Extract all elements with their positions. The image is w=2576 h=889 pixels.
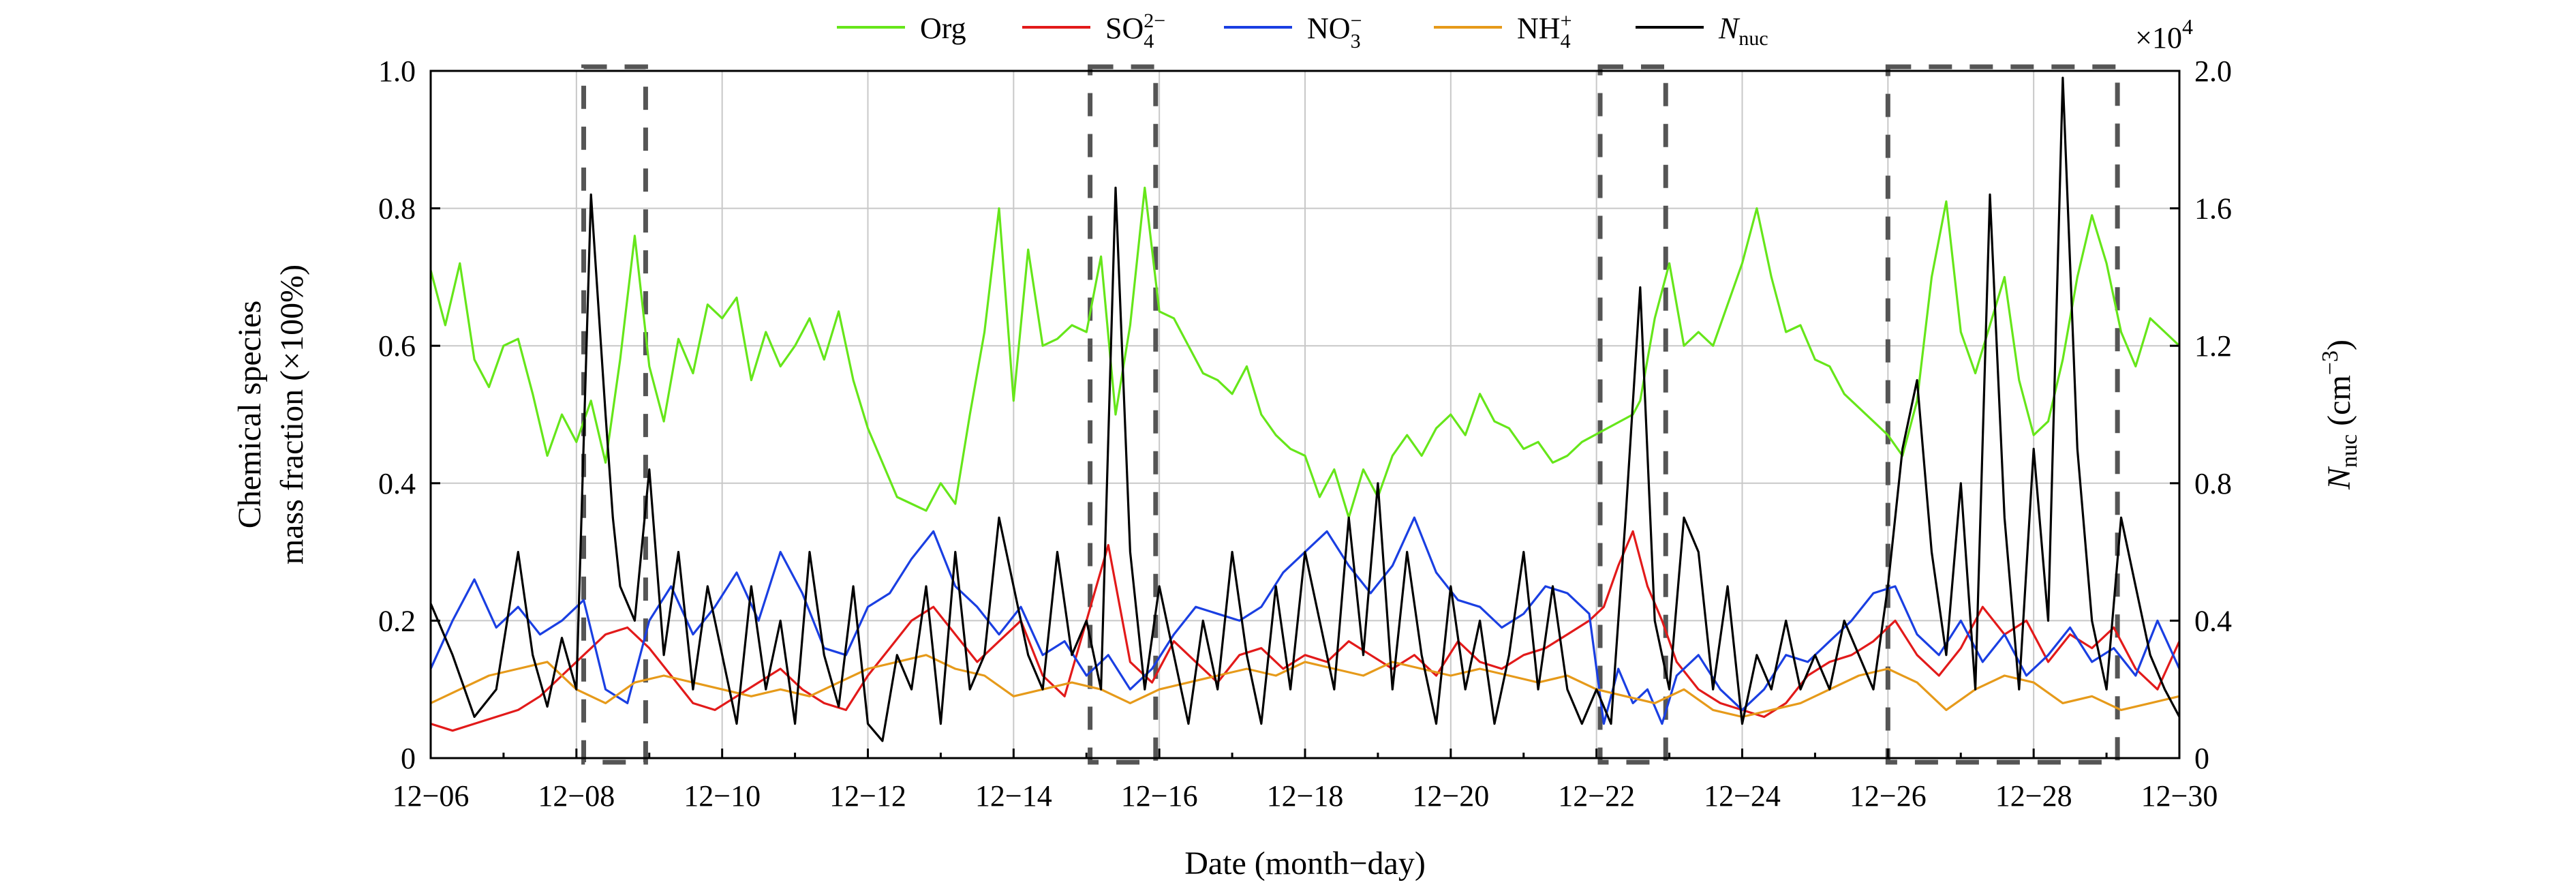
legend-label-main: NH [1517, 12, 1561, 45]
series-line-org [429, 186, 2181, 519]
y-left-tick-label: 0.4 [378, 467, 416, 500]
legend-label-sub: 4 [1561, 30, 1571, 52]
series-line-nnuc [429, 76, 2181, 742]
y-left-tick-label: 1.0 [378, 55, 416, 88]
x-tick-label: 12−28 [1995, 779, 2072, 813]
x-tick-label: 12−06 [393, 779, 470, 813]
legend-label-sup: − [1351, 10, 1362, 32]
nucleation-event-box [581, 64, 648, 765]
series-line-no3 [429, 516, 2181, 725]
legend-label-so4: SO2− 4 [1105, 10, 1165, 52]
legend: Org SO2− 4 NO− 3 NH+ 4 Nnuc [837, 10, 1768, 52]
legend-label-sub: 4 [1144, 30, 1154, 52]
legend-label-main: NO [1307, 12, 1351, 45]
legend-label-sup: 2− [1144, 10, 1165, 32]
x-tick-label: 12−18 [1267, 779, 1344, 813]
legend-label-nh4: NH+ 4 [1517, 10, 1571, 52]
y-right-tick-label: 1.6 [2194, 192, 2232, 226]
x-tick-label: 12−08 [538, 779, 615, 813]
right-axis-multiplier-prefix: ×10 [2135, 21, 2182, 55]
y-left-tick-label: 0 [401, 742, 416, 775]
nucleation-event-box [1597, 64, 1668, 765]
x-tick-label: 12−10 [684, 779, 761, 813]
y-left-tick-label: 0.8 [378, 192, 416, 226]
y-right-tick-label: 2.0 [2194, 55, 2232, 88]
y-right-title-unit: (cm [2321, 375, 2357, 434]
legend-label-sup: + [1561, 10, 1572, 32]
y-left-tick-label: 0.6 [378, 329, 416, 363]
x-tick-label: 12−12 [829, 779, 906, 813]
legend-label-main: SO [1105, 12, 1144, 45]
legend-label-main: Org [920, 12, 966, 45]
legend-label-org: Org [920, 12, 966, 45]
axis-layer: 12−06 12−08 12−10 12−12 12−14 12−16 12−18 12−20… [378, 55, 2232, 813]
legend-label-no3: NO− 3 [1307, 10, 1362, 52]
nucleation-event-box [1088, 64, 1159, 765]
nucleation-event-box [1885, 64, 2120, 765]
y-right-tick-label: 0.4 [2194, 604, 2232, 637]
legend-label-main: N [1718, 12, 1741, 45]
y-right-title-close: ) [2321, 340, 2357, 350]
y-right-title-unit-sup: −3 [2318, 350, 2343, 375]
right-axis-multiplier: ×104 [2135, 14, 2193, 55]
x-axis-title: Date (month−day) [1184, 845, 1426, 882]
x-tick-label: 12−24 [1704, 779, 1781, 813]
y-right-tick-label: 1.2 [2194, 329, 2232, 363]
y-left-axis-title-line1: Chemical species [232, 301, 268, 529]
legend-label-nnuc: Nnuc [1718, 12, 1768, 50]
y-right-tick-label: 0.8 [2194, 467, 2232, 500]
y-right-title-main: N [2321, 466, 2357, 490]
y-left-tick-label: 0.2 [378, 604, 416, 637]
x-tick-label: 12−14 [975, 779, 1052, 813]
y-right-axis-title: Nnuc (cm−3) [2318, 340, 2362, 490]
y-right-title-sub: nuc [2337, 434, 2362, 468]
x-tick-label: 12−26 [1850, 779, 1927, 813]
series-layer [429, 76, 2181, 742]
x-tick-label: 12−20 [1412, 779, 1489, 813]
x-tick-label: 12−22 [1558, 779, 1635, 813]
series-line-nh4 [430, 654, 2180, 719]
legend-label-sub: 3 [1351, 30, 1361, 52]
x-tick-label: 12−16 [1121, 779, 1198, 813]
right-axis-multiplier-exp: 4 [2182, 14, 2193, 39]
y-right-tick-label: 0 [2194, 742, 2209, 775]
legend-label-sub: nuc [1738, 27, 1768, 50]
x-tick-label: 12−30 [2141, 779, 2218, 813]
y-left-axis-title-line2: mass fraction (×100%) [274, 265, 310, 564]
